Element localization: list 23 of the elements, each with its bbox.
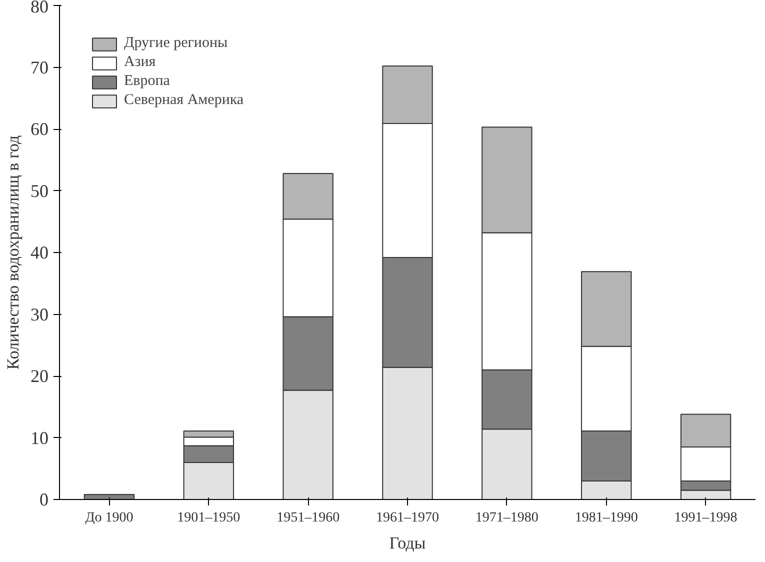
y-tick-label: 30 [30, 304, 48, 324]
y-axis-title: Количество водохранилищ в год [4, 135, 22, 370]
legend-label: Азия [124, 54, 156, 71]
legend-label: Европа [124, 73, 170, 90]
x-tick-label: 1951–1960 [276, 510, 340, 526]
x-tick-label: 1991–1998 [674, 510, 738, 526]
legend-label: Другие регионы [124, 35, 228, 52]
y-tick-label: 60 [30, 119, 48, 139]
bar [84, 494, 135, 500]
y-tick-label: 10 [30, 428, 48, 448]
y-tick-label: 80 [30, 0, 48, 16]
x-axis-title: Годы [389, 534, 426, 552]
y-tick-label: 50 [30, 180, 48, 201]
y-tick-label: 70 [30, 57, 48, 78]
y-tick-label: 0 [40, 490, 48, 510]
y-tick-label: 40 [30, 242, 48, 262]
x-tick-label: 1981–1990 [574, 510, 638, 526]
y-tick-label: 20 [30, 366, 48, 386]
legend-label: Северная Америка [124, 92, 244, 109]
x-tick-label: 1971–1980 [475, 510, 538, 526]
x-tick-label: 1961–1970 [376, 510, 439, 526]
x-tick-label: 1901–1950 [177, 510, 240, 526]
x-tick-label: До 1900 [85, 510, 134, 526]
